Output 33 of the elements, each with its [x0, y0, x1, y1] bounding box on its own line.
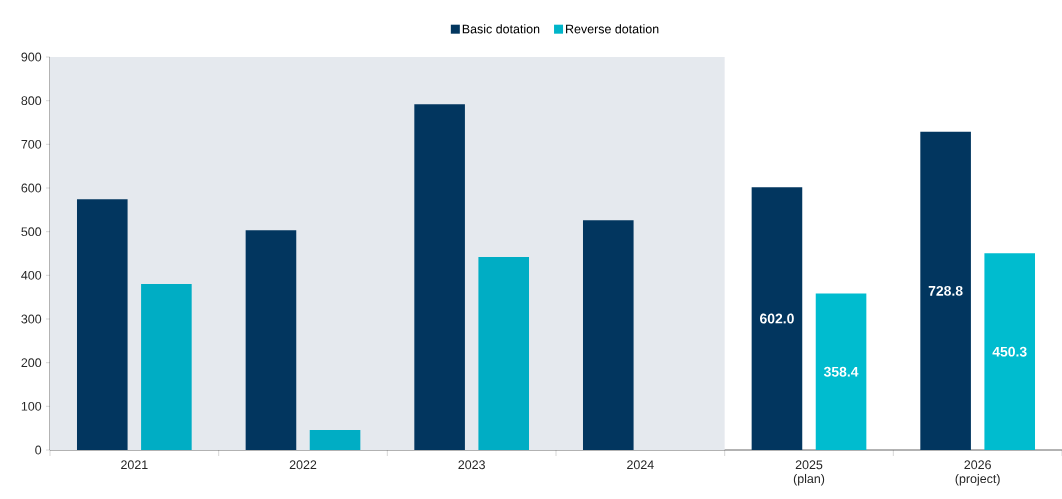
data-label: 358.4: [823, 366, 859, 377]
y-tick-label: 900: [21, 52, 42, 62]
bar: [984, 253, 1036, 450]
legend-label: Basic dotation: [462, 24, 540, 34]
y-tick-label: 700: [21, 139, 42, 149]
bar: [751, 187, 803, 450]
legend-label: Reverse dotation: [566, 24, 659, 34]
x-tick-label: 2021: [121, 460, 148, 470]
x-tick-label: 2022: [289, 460, 317, 470]
y-tick-label: 500: [21, 227, 42, 237]
data-label: 602.0: [760, 313, 794, 324]
x-tick-label: 2025 (plan): [793, 460, 825, 486]
bar: [245, 230, 297, 450]
data-label: 728.8: [928, 285, 963, 296]
bar: [309, 429, 361, 450]
x-tick-label: 2024: [627, 460, 654, 470]
bar: [582, 220, 634, 450]
data-label: 450.3: [992, 346, 1027, 357]
x-tick-label: 2026 (project): [955, 460, 1000, 486]
y-tick-label: 200: [21, 358, 42, 368]
y-tick-label: 300: [21, 314, 42, 324]
bar: [414, 104, 465, 450]
y-tick-label: 600: [21, 183, 42, 193]
y-tick-label: 400: [21, 270, 42, 280]
bar: [76, 199, 128, 450]
x-tick-label: 2023: [458, 460, 485, 470]
y-tick-label: 0: [35, 445, 42, 455]
y-tick-label: 800: [21, 96, 42, 106]
bar: [478, 257, 530, 450]
y-tick-label: 100: [21, 401, 42, 411]
bar: [920, 131, 971, 450]
bar: [141, 284, 192, 450]
bar: [815, 293, 867, 450]
